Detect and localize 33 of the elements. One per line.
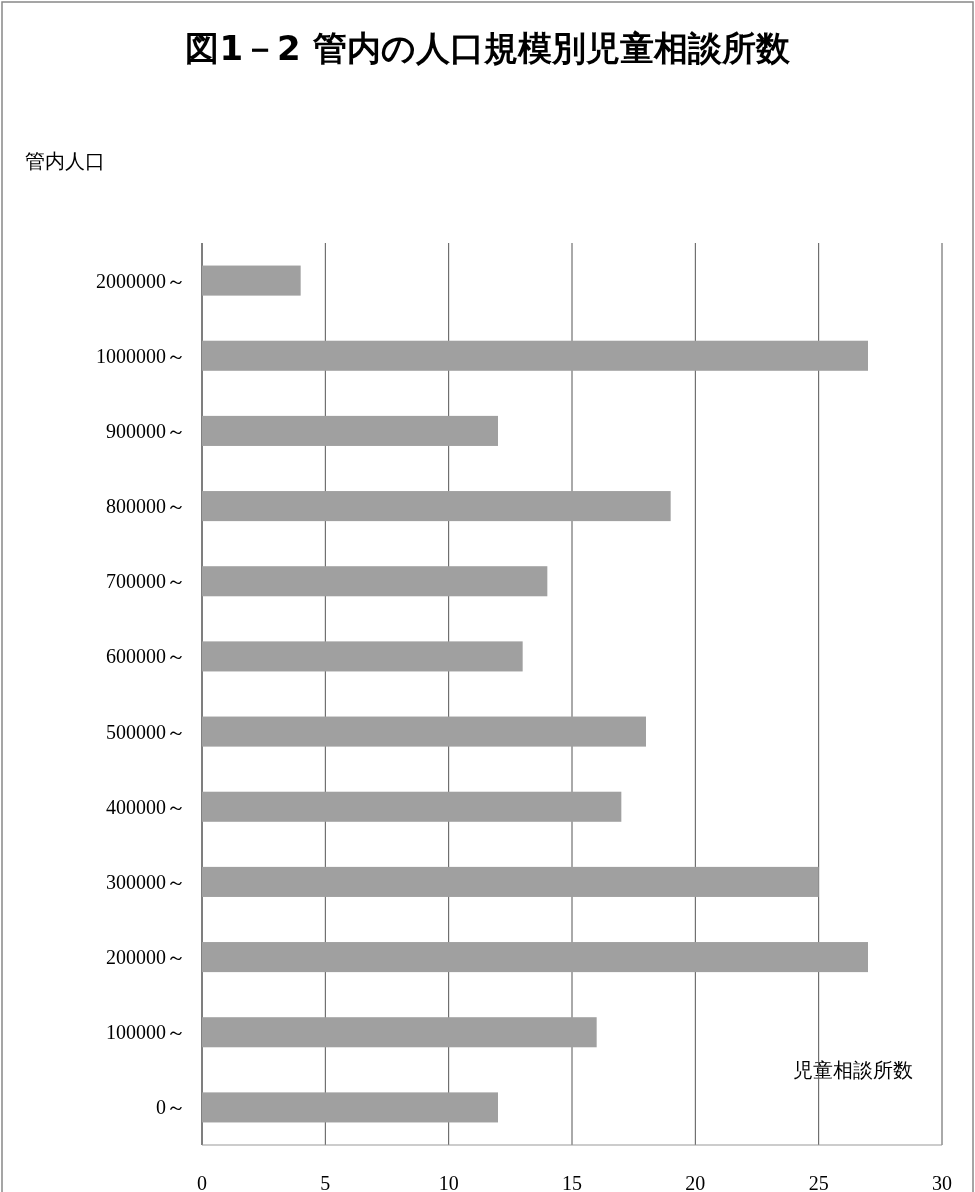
bar [202, 866, 819, 897]
y-tick-label: 0～ [156, 1096, 186, 1119]
bar [202, 1092, 498, 1123]
y-tick-label: 600000～ [106, 645, 186, 668]
y-tick-label: 300000～ [106, 870, 186, 893]
bar [202, 491, 671, 522]
y-tick-label: 100000～ [106, 1021, 186, 1044]
y-tick-label: 900000～ [106, 419, 186, 442]
bar [202, 942, 868, 973]
bar [202, 265, 301, 296]
y-tick-label: 700000～ [106, 570, 186, 593]
x-tick-label: 25 [808, 1172, 829, 1192]
chart-title: 図1－2 管内の人口規模別児童相談所数 [185, 28, 791, 68]
x-tick-label: 0 [197, 1172, 207, 1192]
bar [202, 415, 498, 446]
y-axis-title: 管内人口 [25, 149, 105, 173]
y-tick-label: 800000～ [106, 495, 186, 518]
x-tick-label: 10 [438, 1172, 459, 1192]
bar [202, 791, 622, 822]
bar [202, 566, 548, 597]
bar [202, 641, 523, 672]
x-tick-label: 20 [685, 1172, 706, 1192]
y-tick-label: 400000～ [106, 795, 186, 818]
bar [202, 716, 646, 747]
y-tick-label: 1000000～ [96, 344, 186, 367]
x-tick-label: 15 [562, 1172, 582, 1192]
y-tick-label: 500000～ [106, 720, 186, 743]
x-tick-label: 5 [320, 1172, 331, 1192]
bar [202, 1017, 597, 1048]
x-tick-label: 30 [932, 1172, 952, 1192]
bar [202, 340, 868, 371]
y-tick-label: 2000000～ [96, 269, 186, 292]
y-tick-label: 200000～ [106, 946, 186, 969]
